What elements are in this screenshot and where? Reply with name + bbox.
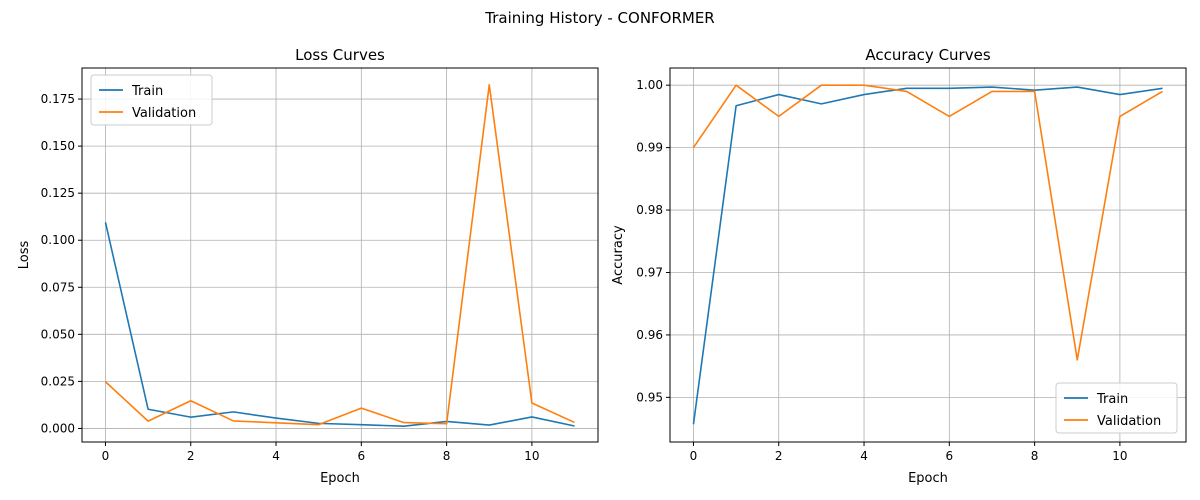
x-tick-label: 2 (187, 449, 195, 463)
y-tick-label: 0.150 (41, 139, 75, 153)
y-tick-label: 0.175 (41, 92, 75, 106)
series-line-validation (692, 84, 1163, 361)
chart-title: Loss Curves (295, 46, 385, 64)
legend: Train Validation (1055, 382, 1178, 434)
y-tick-label: 1.00 (636, 78, 663, 92)
x-tick-label: 4 (272, 449, 280, 463)
x-tick-label: 8 (443, 449, 451, 463)
y-tick-label: 0.075 (41, 280, 75, 294)
chart-title: Accuracy Curves (865, 46, 991, 64)
y-tick-label: 0.000 (41, 421, 75, 435)
y-tick-label: 0.100 (41, 233, 75, 247)
legend-label-validation: Validation (132, 106, 196, 121)
x-tick-label: 10 (524, 449, 539, 463)
grid (82, 68, 598, 442)
y-tick-label: 0.97 (636, 265, 663, 279)
x-axis-label: Epoch (908, 471, 948, 486)
y-tick-label: 0.125 (41, 186, 75, 200)
x-tick-label: 4 (860, 449, 868, 463)
y-axis-label: Accuracy (611, 225, 626, 285)
x-tick-label: 6 (946, 449, 954, 463)
y-tick-label: 0.98 (636, 203, 663, 217)
y-tick-label: 0.95 (636, 390, 663, 404)
legend-label-train: Train (1096, 392, 1128, 407)
y-tick-label: 0.050 (41, 327, 75, 341)
x-axis-label: Epoch (320, 471, 360, 486)
series-line-validation (104, 83, 575, 426)
series-line-train (104, 222, 575, 427)
x-tick-label: 0 (102, 449, 110, 463)
legend: Train Validation (90, 74, 213, 126)
y-axis-label: Loss (17, 241, 32, 270)
series-line-train (692, 86, 1163, 425)
y-tick-label: 0.96 (636, 328, 663, 342)
accuracy-chart: 0 2 4 6 8 10 0.95 0.96 0.97 0.98 0.99 1.00 Accuracy … (611, 46, 1187, 486)
plot-frame (81, 67, 599, 443)
figure-suptitle: Training History - CONFORMER (484, 9, 714, 27)
x-tick-label: 10 (1112, 449, 1127, 463)
legend-label-train: Train (131, 84, 163, 99)
x-tick-label: 2 (775, 449, 783, 463)
y-tick-label: 0.025 (41, 374, 75, 388)
loss-chart: 0 2 4 6 8 10 0.000 0.025 0.050 0.075 0.100 0.125 0.1… (17, 46, 599, 486)
y-tick-label: 0.99 (636, 141, 663, 155)
plot-frame (669, 67, 1187, 443)
legend-label-validation: Validation (1097, 414, 1161, 429)
x-tick-label: 6 (358, 449, 366, 463)
x-tick-label: 8 (1031, 449, 1039, 463)
x-tick-label: 0 (690, 449, 698, 463)
